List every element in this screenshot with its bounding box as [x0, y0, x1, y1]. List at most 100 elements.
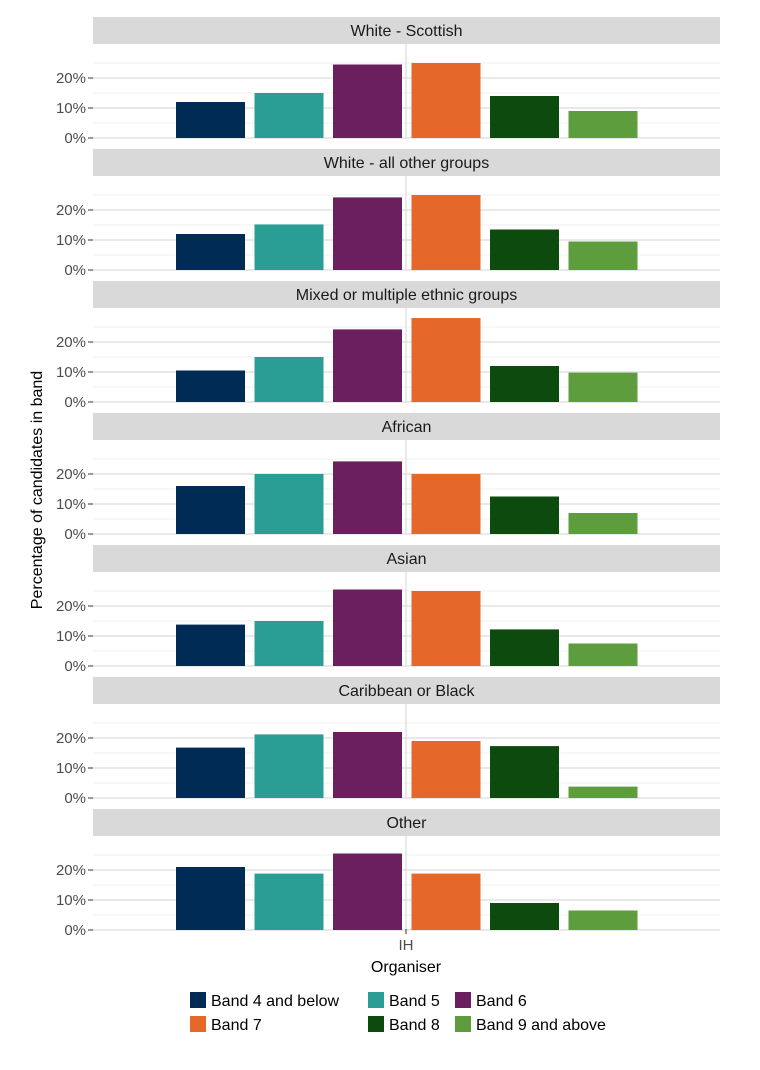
- bar: [254, 93, 324, 138]
- panel-strip: [93, 413, 720, 440]
- bar: [176, 747, 245, 798]
- panel: African 0% 10% 20%: [56, 413, 720, 543]
- bar: [176, 234, 245, 270]
- y-tick-label: 10%: [56, 232, 86, 249]
- y-tick-label: 10%: [56, 628, 86, 645]
- panel-title: African: [382, 419, 432, 436]
- legend-item: Band 5: [368, 992, 440, 1010]
- bar: [333, 64, 402, 138]
- bar: [333, 853, 402, 930]
- legend: Band 4 and below Band 5 Band 6 Band 7 Band 8…: [190, 992, 606, 1034]
- panel: Mixed or multiple ethnic groups 0% 10% 20%: [56, 281, 720, 411]
- bar: [568, 513, 638, 534]
- bar: [333, 589, 402, 666]
- bar: [411, 474, 481, 534]
- x-axis: IH Organiser: [371, 929, 442, 976]
- bar: [490, 903, 559, 930]
- bar: [333, 732, 402, 798]
- bar: [568, 111, 638, 138]
- legend-item: Band 6: [455, 992, 527, 1010]
- bar: [490, 496, 559, 534]
- bar: [333, 461, 402, 534]
- bar: [333, 329, 402, 402]
- bar: [176, 624, 245, 666]
- bar: [568, 910, 638, 930]
- panel-title: Asian: [386, 551, 426, 568]
- panel-title: Caribbean or Black: [338, 683, 475, 700]
- panel-title: White - all other groups: [324, 155, 489, 172]
- bar: [254, 474, 324, 534]
- x-tick-label: IH: [399, 937, 414, 954]
- bar: [568, 372, 638, 402]
- legend-swatch: [368, 992, 384, 1008]
- panel-strip: [93, 545, 720, 572]
- y-tick-label: 10%: [56, 496, 86, 513]
- legend-item: Band 7: [190, 1016, 262, 1034]
- bar: [411, 741, 481, 798]
- bar: [176, 486, 245, 534]
- bar: [411, 63, 481, 138]
- bar: [176, 370, 245, 402]
- legend-label: Band 4 and below: [211, 993, 340, 1010]
- y-tick-label: 20%: [56, 862, 86, 879]
- y-tick-label: 0%: [64, 526, 86, 543]
- legend-swatch: [455, 992, 471, 1008]
- legend-item: Band 8: [368, 1016, 440, 1034]
- bar: [411, 873, 481, 930]
- y-tick-label: 10%: [56, 364, 86, 381]
- x-axis-title: Organiser: [371, 959, 442, 976]
- y-tick-label: 10%: [56, 892, 86, 909]
- legend-label: Band 5: [389, 993, 440, 1010]
- y-tick-label: 0%: [64, 262, 86, 279]
- panel-strip: [93, 149, 720, 176]
- panel-title: Mixed or multiple ethnic groups: [296, 287, 517, 304]
- panel: White - all other groups 0% 10% 20%: [56, 149, 720, 279]
- y-tick-label: 20%: [56, 70, 86, 87]
- bar: [490, 746, 559, 798]
- legend-swatch: [190, 1016, 206, 1032]
- panel-title: White - Scottish: [350, 23, 462, 40]
- legend-item: Band 4 and below: [190, 992, 340, 1010]
- y-axis-title: Percentage of candidates in band: [29, 371, 46, 609]
- panel: Caribbean or Black 0% 10% 20%: [56, 677, 720, 807]
- bar: [411, 195, 481, 270]
- panel: White - Scottish 0% 10% 20%: [56, 17, 720, 147]
- y-tick-label: 20%: [56, 202, 86, 219]
- y-tick-label: 20%: [56, 730, 86, 747]
- y-tick-label: 20%: [56, 598, 86, 615]
- bar: [568, 643, 638, 666]
- legend-item: Band 9 and above: [455, 1016, 606, 1034]
- y-tick-label: 0%: [64, 130, 86, 147]
- y-tick-label: 20%: [56, 466, 86, 483]
- legend-label: Band 6: [476, 993, 527, 1010]
- legend-swatch: [190, 992, 206, 1008]
- legend-label: Band 8: [389, 1017, 440, 1034]
- legend-swatch: [368, 1016, 384, 1032]
- bar: [254, 621, 324, 666]
- y-tick-label: 20%: [56, 334, 86, 351]
- bar: [490, 229, 559, 270]
- bar: [254, 734, 324, 798]
- y-tick-label: 0%: [64, 394, 86, 411]
- bar: [254, 224, 324, 270]
- y-tick-label: 0%: [64, 790, 86, 807]
- bar: [176, 102, 245, 138]
- bar: [568, 241, 638, 270]
- bar: [411, 591, 481, 666]
- panel-strip: [93, 809, 720, 836]
- legend-swatch: [455, 1016, 471, 1032]
- panel: Other 0% 10% 20%: [56, 809, 720, 939]
- bar: [176, 867, 245, 930]
- panel: Asian 0% 10% 20%: [56, 545, 720, 675]
- bar: [254, 873, 324, 930]
- bar: [490, 366, 559, 402]
- y-tick-label: 10%: [56, 760, 86, 777]
- panel-strip: [93, 281, 720, 308]
- bar: [490, 96, 559, 138]
- legend-label: Band 7: [211, 1017, 262, 1034]
- bar: [333, 197, 402, 270]
- bar: [568, 786, 638, 798]
- bar: [490, 629, 559, 666]
